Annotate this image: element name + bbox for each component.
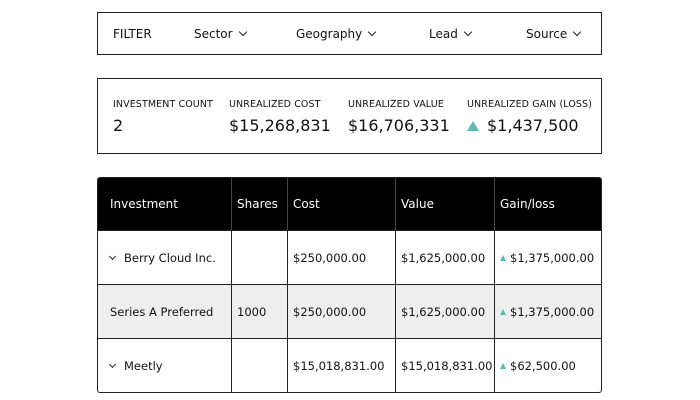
value-cell: $1,625,000.00 [401,250,486,265]
metric-value-wrap: $1,437,500 [467,116,592,135]
investment-cell: Series A Preferred [110,285,213,338]
column-divider [231,285,232,338]
table-row[interactable]: Meetly $15,018,831.00 $15,018,831.00 $62… [98,338,601,392]
column-header-gain-loss[interactable]: Gain/loss [500,197,555,211]
table-row[interactable]: Berry Cloud Inc. $250,000.00 $1,625,000.… [98,230,601,284]
investment-count-metric: INVESTMENT COUNT 2 [113,99,213,135]
source-dropdown-label: Source [526,26,568,41]
unrealized-gain-metric: UNREALIZED GAIN (LOSS) $1,437,500 [467,99,592,135]
cost-cell: $250,000.00 [293,304,367,319]
unrealized-cost-metric: UNREALIZED COST $15,268,831 [229,99,331,135]
column-divider [231,231,232,284]
metric-label: UNREALIZED COST [229,99,321,110]
gain-cell: $1,375,000.00 [500,285,594,338]
cost-cell: $250,000.00 [293,250,367,265]
column-header-value[interactable]: Value [401,197,434,211]
chevron-down-icon[interactable] [108,360,117,368]
chevron-down-icon [368,27,377,36]
column-divider [287,231,288,284]
column-divider [494,231,495,284]
column-divider [395,178,396,230]
metric-value: 2 [113,116,124,135]
investments-table: Investment Shares Cost Value Gain/loss B… [97,177,602,393]
table-row[interactable]: Series A Preferred 1000 $250,000.00 $1,6… [98,284,601,338]
cost-cell: $15,018,831.00 [293,358,385,373]
column-divider [231,178,232,230]
gain-value: $1,375,000.00 [510,250,595,265]
gain-value: $1,375,000.00 [510,304,595,319]
summary-panel: INVESTMENT COUNT 2 UNREALIZED COST $15,2… [97,78,602,154]
value-cell: $1,625,000.00 [401,304,486,319]
unrealized-value-metric: UNREALIZED VALUE $16,706,331 [348,99,450,135]
metric-value: $16,706,331 [348,116,450,135]
gain-up-icon [467,120,479,131]
investment-cell: Berry Cloud Inc. [108,231,216,284]
metric-label: UNREALIZED GAIN (LOSS) [467,99,592,110]
investment-name: Meetly [124,358,163,373]
sector-dropdown[interactable]: Sector [194,26,247,41]
metric-label: INVESTMENT COUNT [113,99,213,110]
column-divider [287,285,288,338]
table-header: Investment Shares Cost Value Gain/loss [98,178,601,230]
chevron-down-icon [238,27,247,36]
column-header-investment[interactable]: Investment [110,197,178,211]
gain-cell: $62,500.00 [500,339,576,392]
column-divider [395,231,396,284]
sector-dropdown-label: Sector [194,26,233,41]
gain-up-icon [500,308,506,315]
geography-dropdown[interactable]: Geography [296,26,377,41]
gain-cell: $1,375,000.00 [500,231,594,284]
source-dropdown[interactable]: Source [526,26,582,41]
column-divider [494,339,495,392]
metric-label: UNREALIZED VALUE [348,99,444,110]
filter-label: FILTER [113,26,152,41]
column-divider [395,285,396,338]
filter-bar: FILTER Sector Geography Lead Source [97,12,602,55]
column-header-cost[interactable]: Cost [293,197,320,211]
lead-dropdown[interactable]: Lead [429,26,473,41]
gain-up-icon [500,254,506,261]
column-divider [494,285,495,338]
investment-name: Berry Cloud Inc. [124,250,216,265]
column-divider [231,339,232,392]
metric-value: $1,437,500 [487,116,579,135]
column-divider [287,178,288,230]
investment-name: Series A Preferred [110,304,214,319]
column-divider [494,178,495,230]
gain-value: $62,500.00 [510,358,576,373]
chevron-down-icon[interactable] [108,252,117,260]
column-header-shares[interactable]: Shares [237,197,278,211]
gain-up-icon [500,362,506,369]
column-divider [287,339,288,392]
value-cell: $15,018,831.00 [401,358,493,373]
chevron-down-icon [463,27,473,36]
shares-cell: 1000 [237,304,267,319]
investment-cell: Meetly [108,339,163,392]
lead-dropdown-label: Lead [429,26,458,41]
column-divider [395,339,396,392]
metric-value: $15,268,831 [229,116,331,135]
chevron-down-icon [572,27,582,36]
geography-dropdown-label: Geography [296,26,363,41]
